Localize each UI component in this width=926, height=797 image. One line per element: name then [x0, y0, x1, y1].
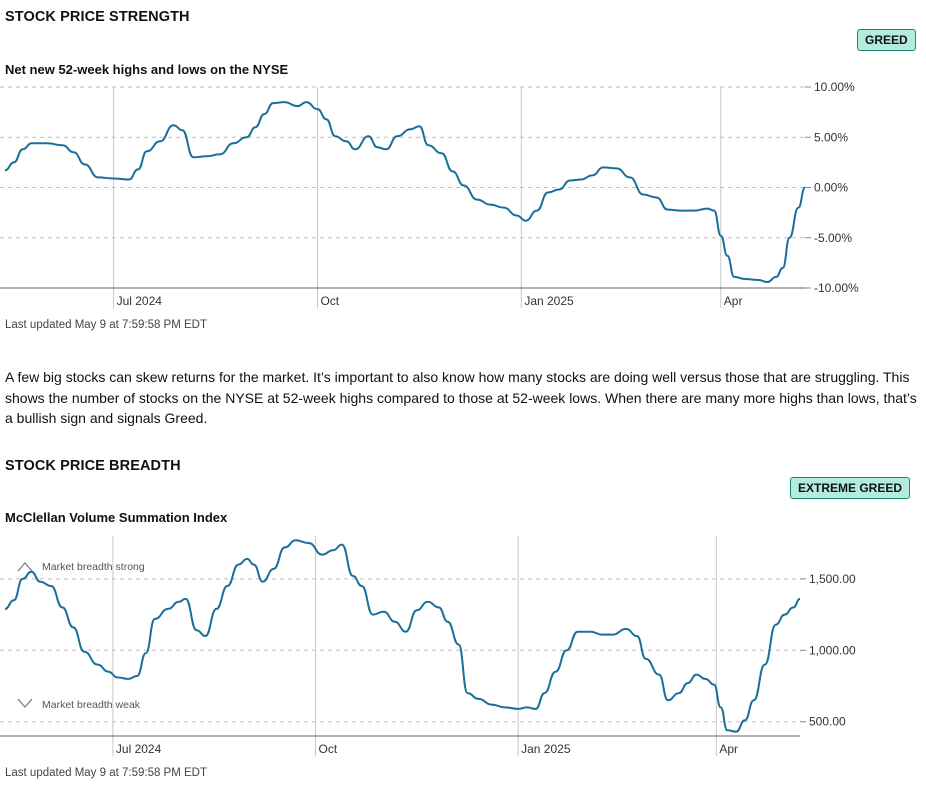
- breadth-xtick-label: Jan 2025: [521, 742, 571, 756]
- strength-last-updated: Last updated May 9 at 7:59:58 PM EDT: [5, 319, 208, 331]
- breadth-ytick-label: 500.00: [809, 715, 846, 729]
- strength-xtick-label: Oct: [320, 294, 339, 308]
- breadth-section-title: STOCK PRICE BREADTH: [5, 458, 181, 474]
- chevron-down-icon: [17, 698, 33, 708]
- strength-ytick-label: 5.00%: [814, 130, 848, 144]
- breadth-xtick-label: Oct: [319, 742, 338, 756]
- breadth-chart-title: McClellan Volume Summation Index: [5, 510, 228, 525]
- breadth-xtick-label: Apr: [719, 742, 738, 756]
- strength-chart: 10.00% 5.00% 0.00% -5.00% -10.00% Jul 2024 Oct…: [0, 80, 859, 308]
- breadth-ytick-label: 1,000.00: [809, 643, 856, 657]
- chevron-up-icon: [17, 562, 33, 572]
- breadth-last-updated: Last updated May 9 at 7:59:58 PM EDT: [5, 767, 208, 779]
- breadth-chart: 1,500.00 1,000.00 500.00 Jul 2024 Oct Jan 202…: [0, 536, 856, 756]
- breadth-weak-annotation: Market breadth weak: [42, 699, 141, 711]
- breadth-sentiment-badge: EXTREME GREED: [790, 477, 911, 499]
- strength-sentiment-badge: GREED: [857, 29, 916, 51]
- breadth-ytick-label: 1,500.00: [809, 572, 856, 586]
- strength-ytick-label: -5.00%: [814, 231, 852, 245]
- strength-xtick-label: Jan 2025: [524, 294, 574, 308]
- strength-chart-title: Net new 52-week highs and lows on the NY…: [5, 62, 289, 77]
- strength-xtick-label: Apr: [724, 294, 743, 308]
- breadth-xtick-label: Jul 2024: [116, 742, 162, 756]
- breadth-strong-annotation: Market breadth strong: [42, 561, 145, 573]
- strength-description: A few big stocks can skew returns for th…: [5, 369, 917, 426]
- strength-series-line: [4, 101, 806, 283]
- strength-ytick-label: -10.00%: [814, 281, 859, 295]
- strength-ytick-label: 10.00%: [814, 80, 855, 94]
- strength-xtick-label: Jul 2024: [117, 294, 163, 308]
- strength-ytick-label: 0.00%: [814, 181, 848, 195]
- breadth-series-line: [4, 539, 801, 733]
- strength-section-title: STOCK PRICE STRENGTH: [5, 9, 190, 25]
